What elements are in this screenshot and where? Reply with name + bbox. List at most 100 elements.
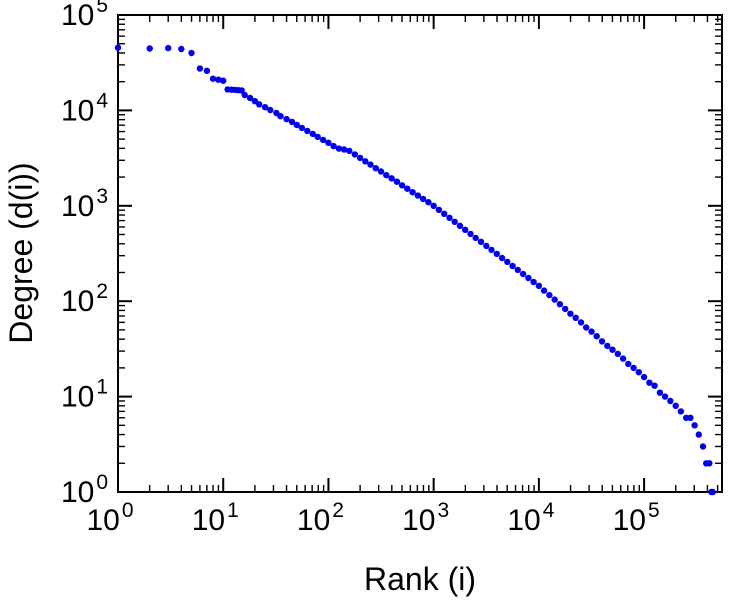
data-point [377, 168, 385, 175]
y-tick-label-exponent: 0 [96, 471, 108, 494]
data-point [530, 278, 537, 286]
data-point [677, 408, 685, 415]
data-point [504, 258, 511, 266]
data-point [178, 45, 185, 53]
data-point [709, 488, 716, 496]
data-point [409, 189, 416, 196]
data-point [414, 192, 422, 199]
data-point [388, 175, 395, 182]
data-point [404, 185, 411, 192]
y-axis-label: Degree (d(i)) [3, 162, 39, 343]
data-point [456, 222, 464, 229]
data-point [593, 333, 600, 340]
data-point [656, 389, 664, 396]
y-tick-label-exponent: 1 [96, 376, 108, 399]
data-point [609, 346, 616, 353]
data-point [451, 218, 458, 225]
data-point [340, 146, 348, 153]
data-point [462, 226, 469, 233]
x-tick-label: 104 [507, 499, 554, 537]
data-point [572, 314, 579, 321]
y-tick-label: 102 [61, 280, 108, 318]
data-point [661, 393, 669, 400]
data-point [188, 49, 195, 57]
data-point [583, 324, 590, 331]
data-point [298, 124, 306, 132]
data-point [330, 142, 337, 150]
data-point [351, 151, 358, 158]
x-tick-label: 101 [192, 499, 239, 537]
data-point [604, 342, 611, 350]
x-tick-label-exponent: 2 [332, 499, 344, 522]
data-point [430, 202, 437, 209]
data-point [646, 379, 653, 386]
plot-frame-group [117, 14, 723, 493]
y-tick-label: 101 [61, 376, 108, 414]
data-point [383, 171, 390, 179]
y-ticks [118, 14, 722, 493]
data-point [114, 44, 122, 51]
data-point [551, 296, 558, 303]
data-point [706, 460, 713, 467]
plot-frame [117, 14, 723, 493]
data-point [309, 130, 316, 138]
x-tick-labels: 100 101 102 103 104 105 [86, 499, 659, 537]
data-point [261, 104, 269, 111]
data-point [372, 165, 379, 172]
data-point [446, 214, 453, 221]
x-ticks [117, 15, 719, 492]
y-tick-label-exponent: 4 [96, 89, 108, 112]
data-point [238, 87, 245, 94]
data-point [614, 350, 621, 358]
data-point [256, 101, 263, 108]
data-point [283, 115, 290, 123]
x-tick-label-exponent: 1 [227, 499, 239, 522]
data-point [398, 182, 406, 189]
data-point [535, 282, 543, 289]
data-point [514, 266, 521, 274]
data-point [367, 161, 374, 168]
data-point [241, 91, 248, 99]
x-tick-label: 105 [613, 499, 660, 537]
data-point [467, 230, 474, 238]
data-point [691, 422, 698, 429]
data-point [335, 145, 343, 152]
data-point [319, 136, 327, 144]
data-point [546, 291, 553, 299]
data-point [146, 45, 153, 52]
data-points [114, 44, 716, 496]
data-point [651, 382, 658, 389]
data-point [356, 154, 364, 162]
data-point [498, 254, 506, 262]
y-tick-label: 104 [61, 89, 108, 127]
data-point [215, 76, 222, 83]
data-point [488, 246, 495, 254]
data-point [246, 94, 254, 102]
data-point [577, 319, 585, 326]
data-point [625, 360, 632, 368]
x-tick-label: 103 [402, 499, 449, 537]
y-tick-label: 103 [61, 185, 108, 223]
data-point [346, 147, 353, 155]
data-point [562, 305, 569, 313]
data-point [435, 206, 443, 213]
data-point [419, 195, 427, 203]
y-tick-label: 105 [61, 0, 108, 32]
data-point [567, 310, 574, 317]
data-point [635, 369, 642, 376]
x-tick-label-exponent: 4 [543, 499, 555, 522]
data-point [267, 106, 274, 114]
data-point [519, 270, 527, 278]
y-tick-label-exponent: 2 [96, 280, 108, 303]
data-point [220, 77, 227, 84]
data-point [672, 402, 679, 409]
data-point [288, 118, 296, 126]
data-point [425, 199, 432, 206]
data-point [304, 127, 311, 135]
data-point [209, 75, 217, 82]
x-axis-label: Rank (i) [364, 561, 476, 597]
data-point [362, 158, 369, 165]
